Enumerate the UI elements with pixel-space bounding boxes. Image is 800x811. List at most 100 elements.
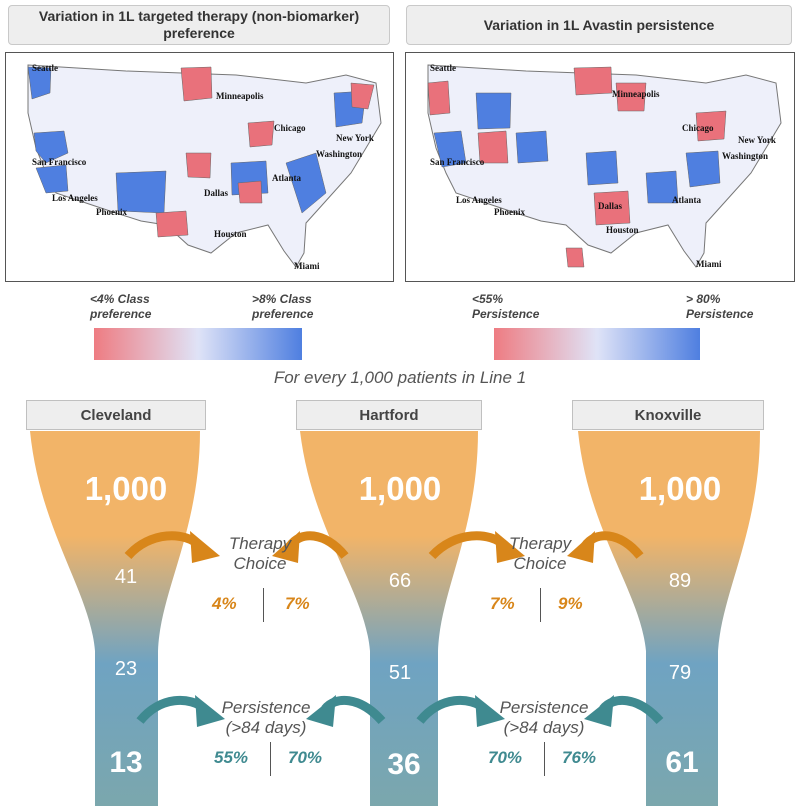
knoxville-end: 61 (665, 746, 699, 779)
comparison-persist-a: 55% (214, 748, 249, 767)
persistence-label-line1: Persistence (499, 698, 589, 717)
arrow-left-head (272, 531, 300, 563)
therapy-label-line2: Choice (513, 554, 567, 573)
comparison-persist-b: 76% (562, 748, 597, 767)
arrow-left-head (306, 695, 336, 727)
map-city-label: Washington (722, 151, 768, 161)
comparison-therapy-a: 4% (212, 594, 237, 613)
city-name: Hartford (359, 406, 419, 424)
map-city-label: New York (738, 135, 776, 145)
region-low (180, 66, 213, 102)
city-tab-cleveland: Cleveland (26, 400, 206, 430)
therapy-choice-label: Therapy Choice (470, 534, 610, 574)
region-low (247, 120, 275, 148)
therapy-label-line1: Therapy (508, 534, 572, 553)
region-high (515, 130, 549, 164)
left-legend-gradient (94, 328, 302, 360)
hartford-therapy: 66 (388, 570, 412, 592)
region-high (685, 150, 721, 188)
therapy-label-line2: Choice (233, 554, 287, 573)
region-high (33, 130, 69, 164)
funnel-subtitle: For every 1,000 patients in Line 1 (273, 368, 527, 387)
map-city-label: Chicago (274, 123, 306, 133)
map-city-label: San Francisco (32, 157, 87, 167)
cleveland-persist: 23 (114, 658, 138, 680)
persistence-label: Persistence (>84 days) (474, 698, 614, 738)
region-high (475, 92, 512, 130)
region-low (615, 82, 647, 112)
map-city-label: Chicago (682, 123, 714, 133)
map-city-label: Phoenix (96, 207, 128, 217)
city-tab-hartford: Hartford (296, 400, 482, 430)
arrow-right-head (475, 695, 505, 727)
city-name: Knoxville (634, 406, 702, 424)
hartford-end: 36 (387, 748, 421, 781)
cleveland-therapy: 41 (114, 566, 138, 588)
map-city-label: Minneapolis (216, 91, 264, 101)
right-panel-title-text: Variation in 1L Avastin persistence (483, 16, 715, 33)
map-city-label: Miami (696, 259, 722, 269)
region-high (645, 170, 679, 204)
map-city-label: Houston (214, 229, 247, 239)
map-city-label: Houston (606, 225, 639, 235)
comparison-therapy-b: 7% (285, 594, 310, 613)
left-legend-high: >8% Class preference (252, 292, 314, 321)
map-city-label: New York (336, 133, 374, 143)
map-city-label: Los Angeles (456, 195, 502, 205)
comparison-divider (544, 742, 545, 776)
region-low (185, 152, 212, 179)
right-map: Seattle Minneapolis Chicago New York Was… (405, 52, 795, 282)
hartford-persist: 51 (388, 662, 412, 684)
map-city-label: Seattle (32, 63, 58, 73)
region-low (350, 82, 375, 110)
therapy-label-line1: Therapy (228, 534, 292, 553)
region-high (35, 164, 69, 194)
region-low (565, 247, 585, 268)
funnel-knoxville (578, 431, 760, 806)
funnel-cleveland (30, 431, 200, 806)
region-low (573, 66, 613, 96)
region-high (585, 150, 619, 186)
arrow-right-head (495, 531, 525, 563)
map-city-label: Atlanta (272, 173, 301, 183)
map-city-label: San Francisco (430, 157, 485, 167)
knoxville-therapy: 89 (668, 570, 692, 592)
region-high (433, 130, 467, 168)
funnels-svg (30, 431, 760, 806)
arrow-right-head (195, 695, 225, 727)
left-panel-title: Variation in 1L targeted therapy (non-bi… (8, 5, 390, 45)
right-panel-title: Variation in 1L Avastin persistence (406, 5, 792, 45)
region-low (427, 80, 451, 116)
map-city-label: Miami (294, 261, 320, 271)
region-high (27, 66, 52, 100)
right-legend-high: > 80% Persistence (686, 292, 754, 321)
cleveland-start: 1,000 (84, 470, 168, 507)
map-city-label: Atlanta (672, 195, 701, 205)
comparison-divider (263, 588, 264, 622)
therapy-choice-label: Therapy Choice (190, 534, 330, 574)
region-low (155, 210, 189, 238)
knoxville-start: 1,000 (638, 470, 722, 507)
comparison-therapy-b: 9% (558, 594, 583, 613)
arrow-left-head (584, 695, 614, 727)
region-low (237, 180, 263, 204)
map-city-label: Phoenix (494, 207, 526, 217)
right-legend-gradient (494, 328, 700, 360)
map-city-label: Los Angeles (52, 193, 98, 203)
left-legend-low: <4% Class preference (90, 292, 152, 321)
persistence-label: Persistence (>84 days) (196, 698, 336, 738)
region-low (477, 130, 509, 164)
map-city-label: Seattle (430, 63, 456, 73)
region-low (593, 190, 631, 226)
cleveland-end: 13 (109, 746, 143, 779)
arrow-right-head (190, 531, 220, 563)
knoxville-persist: 79 (668, 662, 692, 684)
comparison-persist-b: 70% (288, 748, 323, 767)
comparison-persist-a: 70% (488, 748, 523, 767)
persistence-label-line1: Persistence (221, 698, 311, 717)
right-legend-low: <55% Persistence (472, 292, 540, 321)
persistence-label-line2: (>84 days) (503, 718, 585, 737)
persistence-label-line2: (>84 days) (225, 718, 307, 737)
map-city-label: Dallas (598, 201, 623, 211)
map-city-label: Minneapolis (612, 89, 660, 99)
